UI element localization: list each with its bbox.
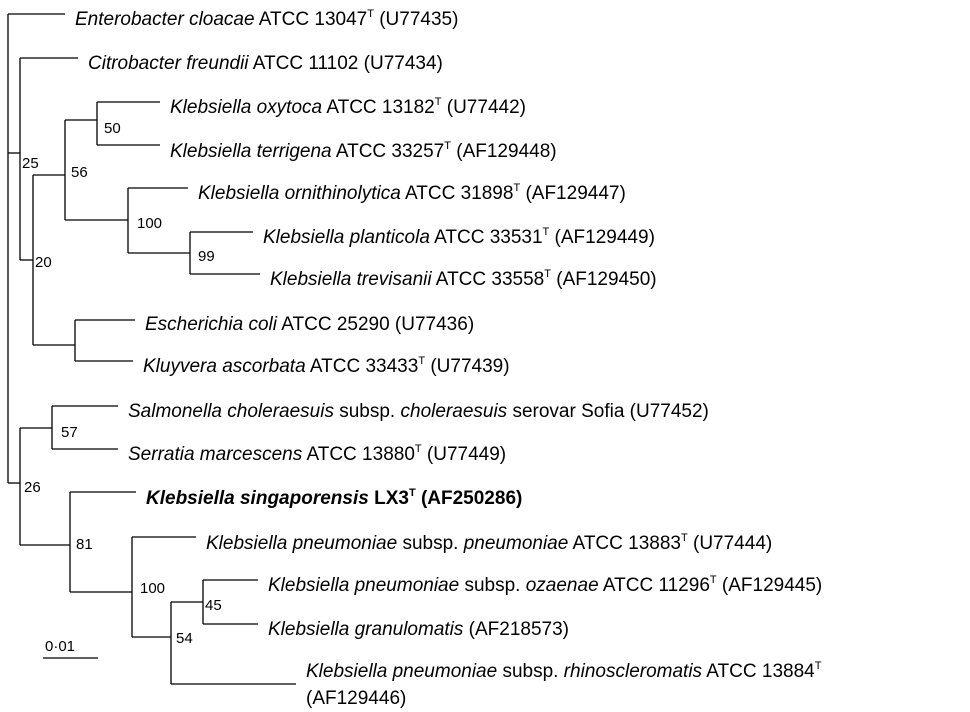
support-value: 25 bbox=[22, 155, 39, 172]
taxon-label: Klebsiella terrigena ATCC 33257T​ (AF129… bbox=[170, 140, 557, 162]
support-value: 100 bbox=[140, 580, 165, 597]
support-value: 99 bbox=[198, 248, 215, 265]
taxon-label: Klebsiella oxytoca ATCC 13182T​ (U77442) bbox=[170, 96, 526, 118]
taxon-label: Klebsiella pneumoniae subsp. rhinosclero… bbox=[306, 660, 822, 682]
taxon-label: Serratia marcescens ATCC 13880T​ (U77449… bbox=[128, 443, 506, 465]
taxon-label: Kluyvera ascorbata ATCC 33433T​ (U77439) bbox=[143, 355, 510, 377]
support-value: 54 bbox=[176, 630, 193, 647]
tree-branches bbox=[7, 13, 296, 685]
taxon-label: Escherichia coli ATCC 25290 (U77436) bbox=[145, 314, 474, 335]
taxon-label: Klebsiella granulomatis (AF218573) bbox=[268, 619, 569, 640]
taxon-label-accession: (AF129446) bbox=[306, 688, 406, 709]
taxon-label: Citrobacter freundii ATCC 11102 (U77434) bbox=[88, 53, 443, 74]
support-value: 45 bbox=[205, 597, 222, 614]
taxon-label: Klebsiella trevisanii ATCC 33558T​ (AF12… bbox=[270, 268, 657, 290]
taxon-label: Klebsiella pneumoniae subsp. ozaenae ATC… bbox=[268, 574, 822, 596]
taxon-label-highlighted: Klebsiella singaporensis LX3T​ (AF250286… bbox=[146, 487, 522, 509]
support-value: 100 bbox=[137, 215, 162, 232]
taxon-label: Salmonella choleraesuis subsp. choleraes… bbox=[128, 401, 709, 422]
support-value: 57 bbox=[61, 424, 78, 441]
taxon-label: Klebsiella planticola ATCC 33531T​ (AF12… bbox=[263, 226, 655, 248]
taxon-label: Enterobacter cloacae ATCC 13047T​ (U7743… bbox=[75, 8, 458, 30]
scale-bar-label: 0·01 bbox=[45, 638, 75, 655]
support-value: 26 bbox=[24, 479, 41, 496]
support-value: 56 bbox=[71, 164, 88, 181]
taxon-label: Klebsiella pneumoniae subsp. pneumoniae … bbox=[206, 532, 772, 554]
taxon-label: Klebsiella ornithinolytica ATCC 31898T​ … bbox=[198, 182, 626, 204]
support-value: 50 bbox=[104, 120, 121, 137]
support-value: 20 bbox=[35, 254, 52, 271]
support-value: 81 bbox=[76, 536, 93, 553]
